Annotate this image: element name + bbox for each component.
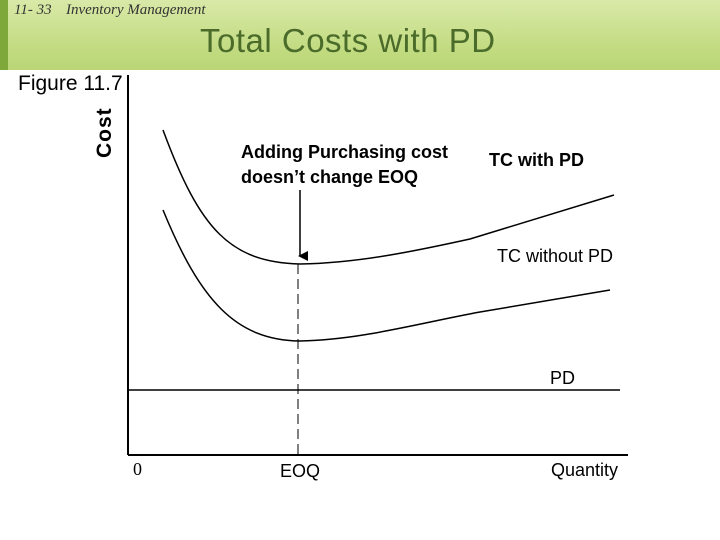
tc-without-pd-curve	[162, 209, 611, 342]
x-axis-label: Quantity	[551, 460, 619, 480]
pd-label: PD	[550, 368, 576, 388]
slide-number: 11- 33	[14, 2, 52, 18]
annotation-line-1: Adding Purchasing cost	[241, 142, 449, 162]
chapter-title: Inventory Management	[66, 2, 206, 18]
eoq-label: EOQ	[280, 461, 321, 481]
header-accent-bar	[0, 0, 8, 70]
header-band	[0, 0, 720, 70]
figure-label: Figure 11.7	[18, 72, 123, 95]
origin-label: 0	[133, 459, 142, 479]
tc-with-pd-label: TC with PD	[489, 150, 584, 170]
slide-title: Total Costs with PD	[200, 22, 496, 59]
tc-without-pd-label: TC without PD	[497, 246, 614, 266]
annotation-line-2: doesn’t change EOQ	[241, 167, 419, 187]
tc-with-pd-curve	[162, 129, 615, 265]
